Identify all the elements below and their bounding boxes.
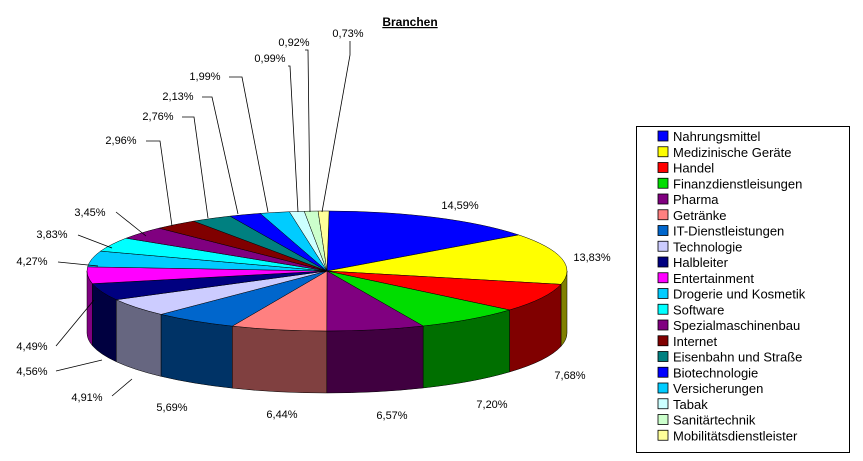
leader-line-7 xyxy=(111,378,133,397)
legend-swatch-8 xyxy=(657,256,669,268)
legend-label-18: Sanitärtechnik xyxy=(673,413,756,428)
pie-slice-0 xyxy=(326,210,520,272)
pie-slice-1 xyxy=(326,234,568,285)
pie-top xyxy=(86,210,568,332)
leader-line-14 xyxy=(182,116,209,219)
legend-label-3: Finanzdienstleisungen xyxy=(673,176,802,191)
data-label-18: 0,92% xyxy=(278,37,309,49)
leader-line-15 xyxy=(202,96,239,215)
leader-line-17 xyxy=(288,65,299,213)
pie-slice-3 xyxy=(326,270,510,327)
data-label-4: 6,57% xyxy=(376,410,407,422)
legend-swatch-5 xyxy=(657,209,669,221)
legend-label-4: Pharma xyxy=(673,192,719,207)
data-label-7: 4,91% xyxy=(71,392,102,404)
legend-swatch-16 xyxy=(657,382,669,394)
data-label-19: 0,73% xyxy=(332,28,363,40)
legend-label-16: Versicherungen xyxy=(673,381,763,396)
legend-label-7: Technologie xyxy=(673,239,742,254)
data-label-14: 2,76% xyxy=(142,111,173,123)
data-label-9: 4,49% xyxy=(16,341,47,353)
legend-swatch-11 xyxy=(657,303,669,315)
legend-swatch-18 xyxy=(657,414,669,425)
legend-swatch-19 xyxy=(657,429,669,441)
pie-slice-19 xyxy=(317,210,330,272)
legend-swatch-4 xyxy=(657,193,669,205)
leader-line-12 xyxy=(115,211,147,237)
pie-labels: 14,59% 13,83% 7,68% 7,20% 6,57% 6,44% 5,69% 4,9… xyxy=(16,28,610,422)
legend-label-5: Getränke xyxy=(673,208,726,223)
data-label-12: 3,45% xyxy=(74,207,105,219)
legend-label-8: Halbleiter xyxy=(673,255,729,270)
legend-swatch-13 xyxy=(657,335,669,347)
data-label-2: 7,68% xyxy=(554,370,585,382)
leader-line-10 xyxy=(57,261,99,267)
legend-label-0: Nahrungsmittel xyxy=(673,129,761,144)
data-label-11: 3,83% xyxy=(36,229,67,241)
leader-line-13 xyxy=(146,140,173,227)
leader-line-19 xyxy=(321,41,351,213)
legend-label-11: Software xyxy=(673,302,724,317)
legend-label-2: Handel xyxy=(673,161,714,176)
legend-label-19: Mobilitätsdienstleister xyxy=(673,428,798,443)
data-label-17: 0,99% xyxy=(254,53,285,65)
chart-title: Branchen xyxy=(382,15,437,29)
data-label-6: 5,69% xyxy=(156,402,187,414)
legend-swatch-10 xyxy=(657,288,669,299)
data-label-8: 4,56% xyxy=(16,366,47,378)
data-label-10: 4,27% xyxy=(16,256,47,268)
data-label-16: 1,99% xyxy=(189,71,220,83)
legend-swatch-6 xyxy=(657,225,669,236)
pie-side-6 xyxy=(160,314,233,389)
legend-box xyxy=(636,126,850,453)
legend-swatch-15 xyxy=(657,366,669,378)
legend-swatch-9 xyxy=(657,272,669,284)
legend-swatch-3 xyxy=(657,177,669,189)
leader-line-9 xyxy=(55,299,95,347)
leader-line-16 xyxy=(229,76,269,213)
legend-swatch-12 xyxy=(657,319,669,331)
legend-label-1: Medizinische Geräte xyxy=(673,145,792,160)
legend-label-10: Drogerie und Kosmetik xyxy=(673,287,806,302)
legend-swatch-7 xyxy=(657,240,669,252)
pie-sides xyxy=(86,270,568,394)
legend-swatch-14 xyxy=(657,351,669,362)
legend-swatch-1 xyxy=(657,146,669,158)
legend-label-12: Spezialmaschinenbau xyxy=(673,318,800,333)
legend-swatch-17 xyxy=(657,398,669,410)
data-label-15: 2,13% xyxy=(162,91,193,103)
leader-line-8 xyxy=(55,359,103,372)
legend-label-9: Entertainment xyxy=(673,271,754,286)
legend-label-15: Biotechnologie xyxy=(673,365,758,380)
legend-swatch-0 xyxy=(657,130,669,142)
legend-label-17: Tabak xyxy=(673,397,708,412)
pie-slice-2 xyxy=(326,270,562,311)
legend-swatch-2 xyxy=(657,162,669,173)
legend-label-6: IT-Dienstleistungen xyxy=(673,224,784,239)
data-label-0: 14,59% xyxy=(441,200,479,212)
leader-line-11 xyxy=(77,234,113,249)
pie-side-5 xyxy=(232,325,328,394)
pie-side-4 xyxy=(326,325,424,394)
legend-label-13: Internet xyxy=(673,334,717,349)
data-label-3: 7,20% xyxy=(476,399,507,411)
legend-label-14: Eisenbahn und Straße xyxy=(673,350,802,365)
leader-line-18 xyxy=(305,49,311,213)
data-label-5: 6,44% xyxy=(266,409,297,421)
data-label-1: 13,83% xyxy=(573,252,611,264)
data-label-13: 2,96% xyxy=(105,135,136,147)
